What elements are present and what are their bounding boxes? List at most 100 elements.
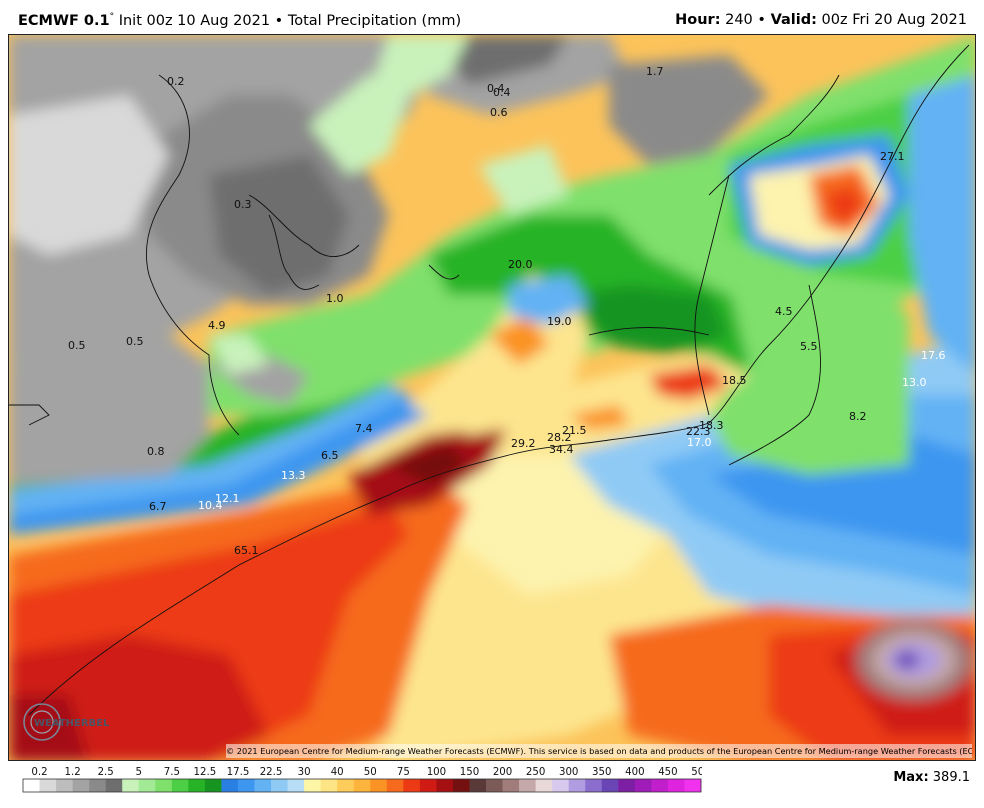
legend-tick-label: 30 bbox=[298, 767, 311, 778]
legend-swatch bbox=[519, 779, 536, 792]
legend-swatch bbox=[585, 779, 603, 792]
legend-ticks: 0.2 1.2 2.5 5 7.5 12.5 17.5 22.5 30 40 50 75 100 150 2… bbox=[31, 767, 702, 778]
legend-swatch bbox=[403, 779, 421, 792]
legend-tick-label: 17.5 bbox=[227, 767, 250, 778]
legend-swatch bbox=[138, 779, 156, 792]
legend-swatch bbox=[23, 779, 40, 792]
logo-ring-inner bbox=[30, 710, 54, 734]
map-value-label: 27.1 bbox=[880, 150, 905, 163]
max-label: Max bbox=[893, 770, 924, 785]
map-value-label: 0.3 bbox=[234, 198, 252, 211]
map-value-label: 8.2 bbox=[849, 410, 867, 423]
legend-tick-label: 350 bbox=[592, 767, 611, 778]
precip-color-legend: 0.2 1.2 2.5 5 7.5 12.5 17.5 22.5 30 40 50 75 100 150 2… bbox=[22, 767, 702, 793]
map-value-label: 17.0 bbox=[687, 436, 712, 449]
legend-tick-label: 2.5 bbox=[98, 767, 114, 778]
map-value-label: 18.5 bbox=[722, 374, 747, 387]
legend-tick-label: 100 bbox=[427, 767, 446, 778]
map-title: ECMWF 0.1° Init 00z 10 Aug 2021 • Total … bbox=[18, 12, 462, 29]
field-name: Total Precipitation (mm) bbox=[287, 12, 462, 29]
map-value-label: 13.3 bbox=[281, 469, 306, 482]
legend-tick-label: 22.5 bbox=[260, 767, 283, 778]
map-value-label: 28.2 bbox=[547, 431, 572, 444]
legend-tick-label: 500 bbox=[691, 767, 702, 778]
legend-swatch bbox=[155, 779, 173, 792]
map-value-label: 1.7 bbox=[646, 65, 664, 78]
legend-swatch bbox=[56, 779, 73, 792]
legend-tick-label: 150 bbox=[460, 767, 479, 778]
map-value-label: 1.0 bbox=[326, 292, 344, 305]
init-time: Init 00z 10 Aug 2021 bbox=[118, 12, 271, 29]
legend-tick-label: 7.5 bbox=[164, 767, 180, 778]
map-value-label: 10.4 bbox=[198, 499, 223, 512]
legend-tick-label: 5 bbox=[136, 767, 142, 778]
legend-swatch bbox=[469, 779, 487, 792]
legend-swatch bbox=[287, 779, 305, 792]
weatherbell-logo: WEATHERBELL bbox=[23, 703, 110, 741]
hour-label: Hour bbox=[675, 12, 715, 28]
map-value-label: 0.5 bbox=[68, 339, 86, 352]
legend-swatch bbox=[237, 779, 255, 792]
legend-tick-label: 0.2 bbox=[31, 767, 47, 778]
map-value-label: 17.6 bbox=[921, 349, 946, 362]
map-value-label: 12.1 bbox=[215, 492, 240, 505]
legend-swatch bbox=[320, 779, 338, 792]
legend-swatch bbox=[105, 779, 123, 792]
map-value-label: 65.1 bbox=[234, 544, 259, 557]
legend-swatch bbox=[337, 779, 355, 792]
precip-field bbox=[9, 35, 975, 760]
legend-tick-label: 300 bbox=[559, 767, 578, 778]
map-value-label: 19.0 bbox=[547, 315, 572, 328]
valid-info: Hour: 240 • Valid: 00z Fri 20 Aug 2021 bbox=[675, 12, 967, 28]
legend-swatch bbox=[254, 779, 272, 792]
legend-tick-label: 400 bbox=[625, 767, 644, 778]
legend-swatch bbox=[552, 779, 570, 792]
legend-border bbox=[22, 778, 702, 793]
legend-swatch bbox=[204, 779, 222, 792]
valid-value: 00z Fri 20 Aug 2021 bbox=[821, 12, 967, 28]
map-value-label: 18.3 bbox=[699, 419, 724, 432]
legend-tick-label: 75 bbox=[397, 767, 410, 778]
legend-swatch bbox=[304, 779, 321, 792]
legend-swatch bbox=[486, 779, 503, 792]
legend-tick-label: 1.2 bbox=[65, 767, 81, 778]
legend-tick-label: 50 bbox=[364, 767, 377, 778]
model-name: ECMWF 0.1 bbox=[18, 12, 110, 29]
map-value-label: 0.5 bbox=[126, 335, 144, 348]
map-canvas: 0.2 0.40.4 0.6 1.7 0.3 1.0 4.9 0.5 0.5 0.8 20.0 19.… bbox=[9, 35, 975, 760]
legend-tick-label: 12.5 bbox=[194, 767, 217, 778]
map-value-label: 21.5 bbox=[562, 424, 587, 437]
legend-swatch bbox=[72, 779, 90, 792]
legend-swatch bbox=[419, 779, 437, 792]
legend-swatch bbox=[122, 779, 140, 792]
legend-swatch bbox=[651, 779, 669, 792]
legend-swatch bbox=[271, 779, 288, 792]
legend-swatch bbox=[89, 779, 106, 792]
legend-swatch bbox=[502, 779, 520, 792]
map-value-label: 22.3 bbox=[686, 425, 711, 438]
legend-swatch bbox=[386, 779, 404, 792]
legend-swatch bbox=[39, 779, 57, 792]
legend-tick-label: 200 bbox=[493, 767, 512, 778]
map-value-label: 13.0 bbox=[902, 376, 927, 389]
map-value-label: 6.5 bbox=[321, 449, 339, 462]
map-value-label: 34.4 bbox=[549, 443, 574, 456]
legend-swatch bbox=[634, 779, 652, 792]
logo-text: WEATHERBELL bbox=[34, 718, 110, 729]
map-value-label: 5.5 bbox=[800, 340, 818, 353]
legend-swatch bbox=[436, 779, 454, 792]
legend-swatch bbox=[601, 779, 619, 792]
value-labels: 0.2 0.40.4 0.6 1.7 0.3 1.0 4.9 0.5 0.5 0.8 20.0 19.… bbox=[68, 65, 946, 557]
map-value-label: 0.6 bbox=[490, 106, 508, 119]
legend-swatch bbox=[171, 779, 189, 792]
map-header: ECMWF 0.1° Init 00z 10 Aug 2021 • Total … bbox=[0, 0, 984, 34]
legend-tick-label: 250 bbox=[526, 767, 545, 778]
max-value-readout: Max: 389.1 bbox=[893, 770, 970, 785]
legend-swatch bbox=[370, 779, 388, 792]
map-value-label: 7.4 bbox=[355, 422, 373, 435]
hour-value: 240 bbox=[725, 12, 753, 28]
max-value: 389.1 bbox=[932, 770, 970, 785]
map-value-label: 4.9 bbox=[208, 319, 226, 332]
map-value-label: 0.8 bbox=[147, 445, 165, 458]
coastline bbox=[9, 44, 970, 716]
